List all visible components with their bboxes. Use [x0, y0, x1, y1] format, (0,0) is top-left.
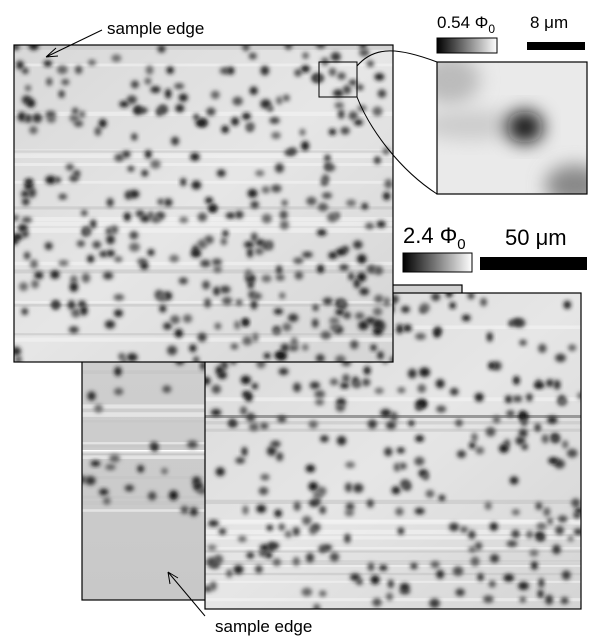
- main-scan-frame: [13, 44, 394, 363]
- zoom-connector: [356, 50, 438, 195]
- inset-colorbar: [436, 37, 498, 54]
- inset-frame: [436, 61, 588, 195]
- main-scan-image: [14, 45, 393, 362]
- right-scan-image: [205, 293, 581, 609]
- main-scale-bar: [480, 257, 587, 270]
- arrow: [167, 571, 206, 617]
- inset-scan-image: [437, 62, 587, 194]
- zoom-box: [318, 61, 358, 98]
- inset-colorbar-label: 0.54 Φ0: [437, 13, 495, 36]
- main-colorbar-label: 2.4 Φ0: [403, 223, 466, 253]
- inset-scale-label: 8 μm: [530, 13, 568, 32]
- inset-scale-bar: [527, 42, 585, 50]
- main-scale-label: 50 μm: [505, 225, 567, 250]
- main-colorbar: [402, 252, 473, 273]
- sample-edge-label: sample edge: [107, 19, 204, 38]
- sample-edge-label: sample edge: [215, 617, 312, 636]
- arrow: [45, 29, 103, 58]
